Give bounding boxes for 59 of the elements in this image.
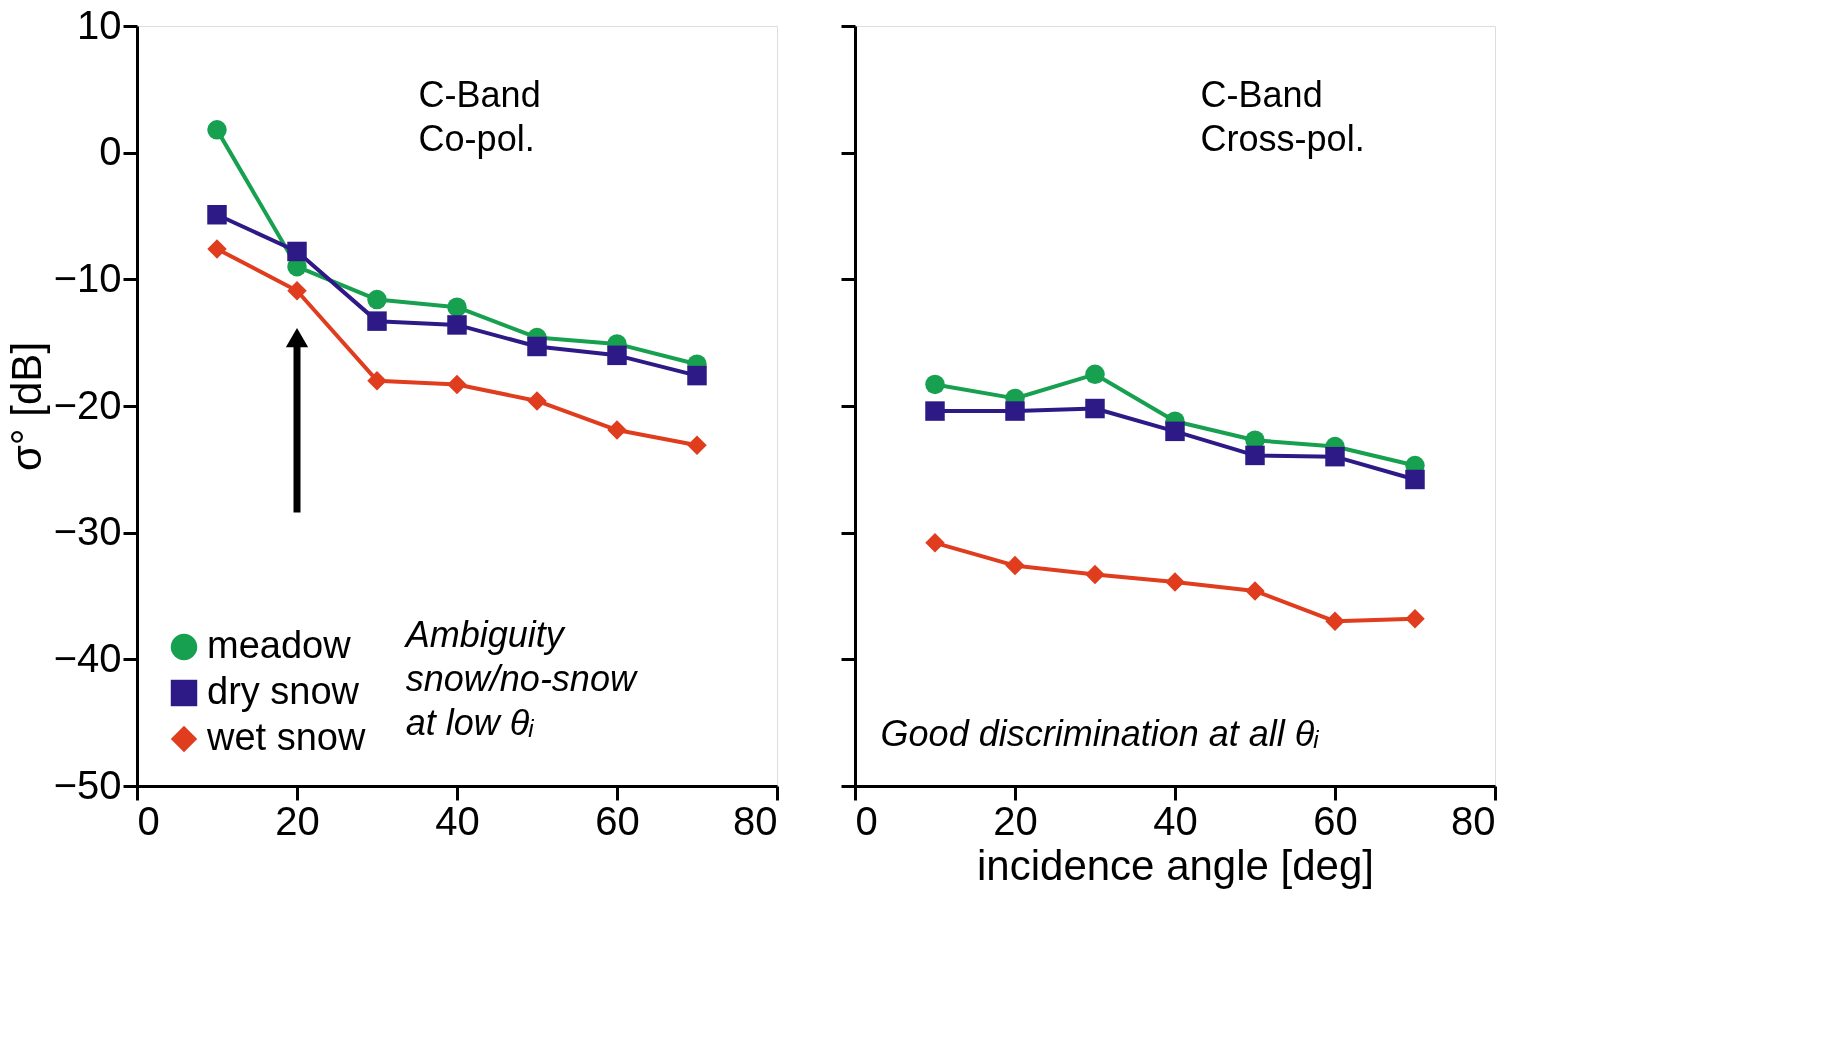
x-tick-label: 0 [855,798,878,843]
point [607,420,627,440]
point [1405,469,1425,490]
point [1245,581,1265,601]
point [527,391,547,411]
point [1005,401,1025,421]
x-tick-label: 60 [595,798,640,843]
x-tick-label: 80 [1451,798,1496,843]
annotation: C-Band Co-pol. [418,74,541,160]
point [207,204,227,225]
point [1405,609,1425,629]
point [1245,445,1265,466]
point [925,374,945,395]
point [367,289,387,310]
legend-label: dry snow [207,670,360,712]
y-tick-label: −20 [53,382,122,427]
x-tick-label: 0 [137,798,160,843]
point [447,315,467,335]
annotation: Ambiguity snow/no-snow at low θᵢ [403,613,638,743]
y-tick-label: 0 [99,129,122,174]
point [447,374,467,395]
x-tick-label: 80 [733,798,778,843]
point [447,297,467,317]
point [607,345,627,366]
point [287,280,307,301]
point [1085,564,1105,585]
point [367,370,387,391]
y-tick-label: −30 [53,509,122,554]
x-tick-label: 20 [993,798,1038,843]
y-tick-label: −10 [53,255,122,300]
x-tick-label: 20 [275,798,320,843]
y-tick-label: −50 [53,762,122,807]
point [367,311,387,331]
point [1325,611,1345,632]
point [207,120,227,140]
point [207,239,227,259]
annotation: Good discrimination at all θᵢ [880,712,1320,754]
x-tick-label: 60 [1313,798,1358,843]
y-axis-title: σ° [dB] [2,341,50,472]
y-tick-label: 10 [77,2,122,47]
point [527,336,547,357]
point [1005,555,1025,576]
x-tick-label: 40 [435,798,480,843]
x-axis-title: incidence angle [deg] [977,841,1374,889]
x-tick-label: 40 [1153,798,1198,843]
point [1165,421,1185,442]
point [287,241,307,262]
point [687,435,707,456]
legend-label: wet snow [206,716,366,758]
y-tick-label: −40 [53,635,122,680]
point [925,401,945,421]
point [687,365,707,386]
point [1085,398,1105,419]
point [1085,364,1105,385]
point [925,533,945,553]
legend-label: meadow [207,624,352,666]
annotation: C-Band Cross-pol. [1200,74,1365,160]
point [1325,446,1345,467]
point [1165,572,1185,592]
